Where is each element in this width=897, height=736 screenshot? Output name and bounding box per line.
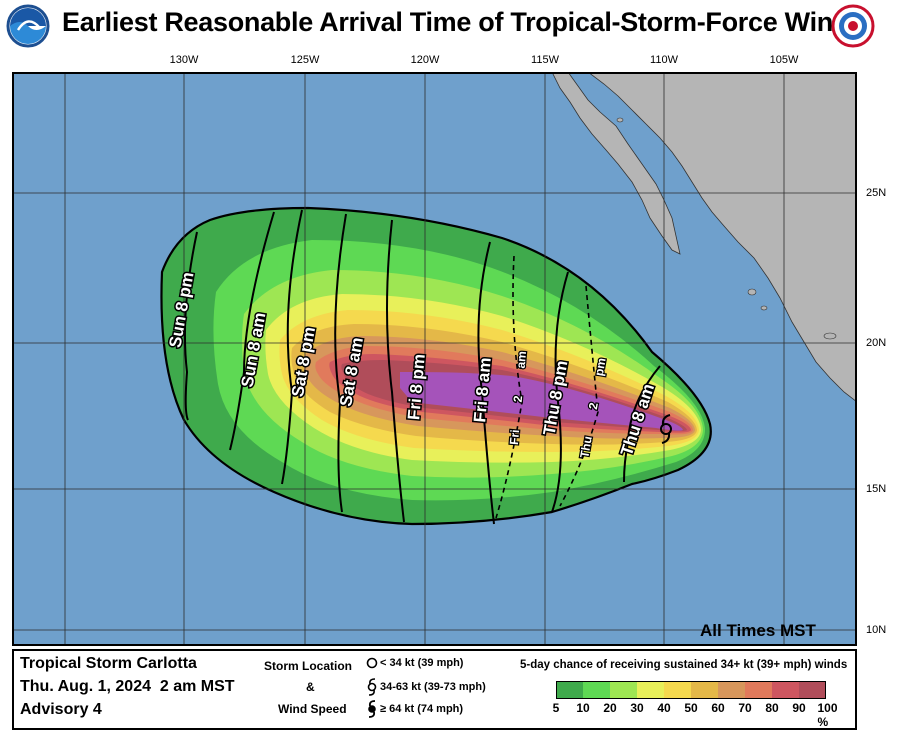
isochrone-fri-2am <box>495 255 523 519</box>
longitude-label: 120W <box>410 54 440 66</box>
legend-symbol-row: ≥ 64 kt (74 mph) <box>366 700 463 718</box>
map-panel <box>12 72 857 646</box>
colorbar-swatch <box>691 681 719 699</box>
probability-band-100 <box>400 372 683 431</box>
latitude-label: 20N <box>866 337 887 349</box>
colorbar-label: 40 <box>657 701 671 715</box>
colorbar-label: 70 <box>738 701 752 715</box>
tropical-storm-icon <box>367 678 377 696</box>
national-weather-service-logo <box>831 4 875 48</box>
colorbar-label: 90 <box>792 701 806 715</box>
mainland-mexico-land <box>587 72 857 403</box>
probability-colorbar <box>556 681 826 699</box>
isochrone-sun-8am <box>229 211 275 451</box>
legend-symbol-label: 34-63 kt (39-73 mph) <box>380 680 486 693</box>
latitude-label: 15N <box>866 483 887 495</box>
hurricane-icon <box>368 700 376 718</box>
storm-advisory: Advisory 4 <box>20 701 102 718</box>
colorbar-label: 60 <box>711 701 725 715</box>
colorbar-label: 80 <box>765 701 779 715</box>
colorbar-label: 100 % <box>817 701 838 729</box>
colorbar-swatch <box>664 681 692 699</box>
isochrone-thu-8am <box>623 365 661 483</box>
longitude-label: 105W <box>769 54 799 66</box>
storm-name: Tropical Storm Carlotta <box>20 655 197 672</box>
outer-contour <box>160 206 712 526</box>
longitude-label: 130W <box>169 54 199 66</box>
grid <box>12 72 857 646</box>
isochrone-fri-8pm <box>386 219 405 523</box>
longitude-label: 125W <box>290 54 320 66</box>
colorbar-swatch <box>718 681 746 699</box>
colorbar-swatch <box>772 681 800 699</box>
colorbar-swatch <box>799 681 826 699</box>
legend-symbol-label: ≥ 64 kt (74 mph) <box>380 702 464 715</box>
colorbar-swatch <box>556 681 584 699</box>
colorbar-swatch <box>637 681 665 699</box>
legend-symbol-label: < 34 kt (39 mph) <box>380 657 464 669</box>
latitude-label: 10N <box>866 624 887 636</box>
legend-panel: Tropical Storm Carlotta Thu. Aug. 1, 202… <box>12 649 857 730</box>
colorbar-label: 20 <box>603 701 617 715</box>
time-zone-note: All Times MST <box>700 621 816 640</box>
tropical-storm-icon <box>660 414 672 444</box>
colorbar-label: 50 <box>684 701 698 715</box>
longitude-label: 115W <box>531 54 559 66</box>
isochrone-thu-8pm <box>551 271 569 513</box>
latitude-label: 25N <box>866 187 887 199</box>
colorbar-swatch <box>745 681 773 699</box>
island <box>616 117 624 123</box>
colorbar-swatch <box>610 681 638 699</box>
longitude-label: 110W <box>650 54 678 66</box>
colorbar-label: 5 <box>552 701 560 715</box>
legend-ampersand: & <box>306 680 315 694</box>
storm-datetime: Thu. Aug. 1, 2024 2 am MST <box>20 678 235 695</box>
circle-icon <box>366 657 378 669</box>
baja-california-land <box>551 72 681 255</box>
arrival-isochrones <box>184 209 661 525</box>
arrival-isochrones-intermediate <box>495 255 599 519</box>
colorbar-swatch <box>583 681 611 699</box>
storm-location-title: Storm Location <box>264 659 353 673</box>
legend-symbol-row: < 34 kt (39 mph) <box>366 657 463 669</box>
isochrone-sun-8pm <box>184 231 198 421</box>
island <box>760 305 768 311</box>
legend-symbol-row: 34-63 kt (39-73 mph) <box>366 678 486 696</box>
island <box>747 288 757 296</box>
noaa-logo <box>6 4 50 48</box>
isochrone-thu-2pm <box>559 285 599 507</box>
wind-speed-title: Wind Speed <box>278 702 347 716</box>
isochrone-sat-8am <box>334 213 347 513</box>
isochrone-fri-8am <box>477 241 495 525</box>
map-border <box>12 72 857 646</box>
probability-title: 5-day chance of receiving sustained 34+ … <box>520 659 848 671</box>
header: Earliest Reasonable Arrival Time of Trop… <box>0 0 897 50</box>
isochrone-sat-8pm <box>281 209 303 485</box>
island <box>823 332 837 340</box>
colorbar-label: 10 <box>576 701 590 715</box>
map-title: Earliest Reasonable Arrival Time of Trop… <box>62 7 864 37</box>
colorbar-label: 30 <box>630 701 644 715</box>
